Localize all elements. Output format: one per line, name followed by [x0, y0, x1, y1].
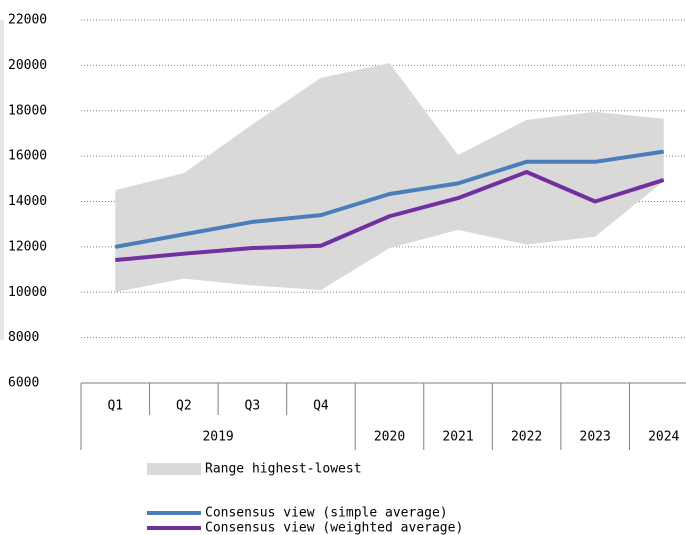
y-tick-label: 10000: [8, 285, 47, 300]
y-tick-label: 8000: [8, 330, 39, 345]
x-group-label: 2023: [580, 430, 611, 445]
x-tick-label: Q4: [313, 399, 329, 414]
x-group-label: 2020: [374, 430, 405, 445]
y-tick-label: 16000: [8, 149, 47, 164]
y-tick-label: 6000: [8, 376, 39, 391]
y-tick-label: 12000: [8, 239, 47, 254]
x-group-label: 2022: [511, 430, 542, 445]
series-line: [115, 170, 665, 263]
y-tick-label: 18000: [8, 103, 47, 118]
range-area: [115, 63, 664, 293]
left-strip: [0, 20, 4, 340]
x-group-label: 2019: [202, 430, 233, 445]
x-tick-label: Q3: [245, 399, 261, 414]
legend-label: Range highest-lowest: [205, 462, 362, 477]
x-tick-label: Q1: [107, 399, 123, 414]
series-line: [114, 149, 665, 249]
legend-label: Consensus view (simple average): [205, 506, 448, 521]
x-group-label: 2024: [648, 430, 679, 445]
y-tick-label: 20000: [8, 58, 47, 73]
x-tick-label: Q2: [176, 399, 192, 414]
y-tick-label: 22000: [8, 13, 47, 28]
y-tick-label: 14000: [8, 194, 47, 209]
legend-label: Consensus view (weighted average): [205, 521, 463, 535]
legend-swatch: [147, 463, 201, 475]
x-group-label: 2021: [442, 430, 473, 445]
